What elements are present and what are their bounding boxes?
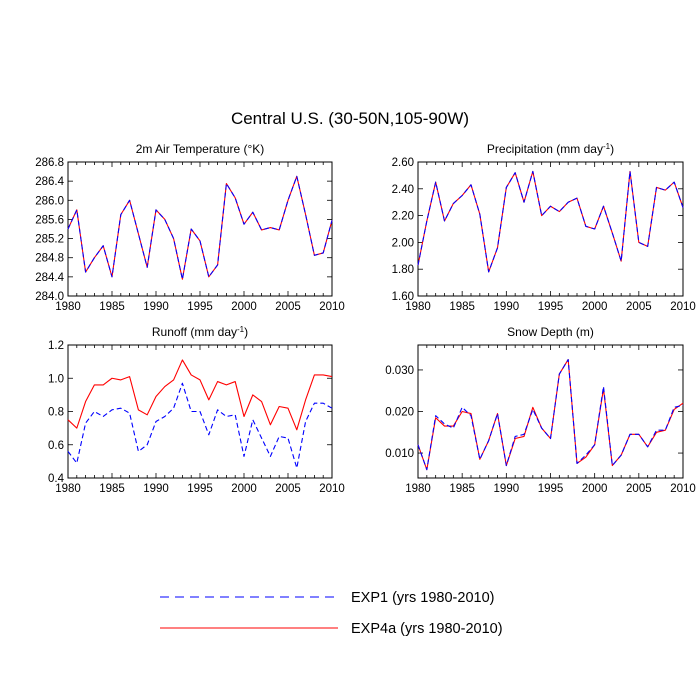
y-tick-label: 0.020 — [385, 407, 414, 419]
series-line-exp4a — [417, 358, 684, 471]
y-tick-label: 1.60 — [392, 291, 414, 303]
x-tick-label: 2010 — [670, 483, 696, 495]
y-tick-label: 2.60 — [392, 157, 414, 169]
y-tick-label: 284.4 — [35, 272, 64, 284]
y-tick-label: 0.6 — [48, 440, 64, 452]
y-tick-label: 2.20 — [392, 211, 414, 223]
x-tick-label: 1980 — [55, 483, 81, 495]
x-tick-label: 1995 — [538, 301, 564, 313]
x-tick-label: 2000 — [231, 483, 257, 495]
x-tick-label: 1990 — [494, 301, 520, 313]
y-tick-label: 285.2 — [35, 234, 64, 246]
series-line-exp4a — [67, 359, 333, 431]
x-tick-label: 1980 — [405, 301, 431, 313]
series-line-exp4a — [67, 175, 333, 280]
legend-label-2: EXP4a (yrs 1980-2010) — [351, 621, 503, 637]
panel-title: Runoff (mm day-1) — [152, 325, 248, 340]
x-tick-label: 2000 — [582, 483, 608, 495]
x-tick-label: 2010 — [319, 483, 345, 495]
x-tick-label: 1995 — [538, 483, 564, 495]
chart-panels: 2m Air Temperature (°K) 1980 1985 1990 1995 2… — [35, 142, 696, 496]
y-tick-label: 1.2 — [48, 340, 64, 352]
y-tick-label: 286.4 — [35, 176, 64, 188]
y-tick-label: 0.010 — [385, 448, 414, 460]
legend-label-1: EXP1 (yrs 1980-2010) — [351, 590, 494, 606]
y-tick-label: 284.0 — [35, 291, 64, 303]
x-tick-label: 2005 — [275, 301, 301, 313]
y-tick-label: 1.0 — [48, 373, 64, 385]
panel-title: 2m Air Temperature (°K) — [136, 142, 265, 156]
x-tick-label: 2005 — [626, 483, 652, 495]
chart-panel-1: 2m Air Temperature (°K) 1980 1985 1990 1995 2… — [35, 142, 345, 313]
x-tick-label: 2000 — [582, 301, 608, 313]
figure-title: Central U.S. (30-50N,105-90W) — [231, 109, 469, 128]
x-tick-label: 1985 — [99, 483, 125, 495]
x-tick-label: 1985 — [99, 301, 125, 313]
x-tick-label: 2000 — [231, 301, 257, 313]
y-tick-label: 284.8 — [35, 253, 64, 265]
series-line-exp1 — [417, 170, 684, 273]
series-line-exp4a — [417, 170, 684, 273]
chart-panel-2: Precipitation (mm day-1) 1980 1985 1990 1995… — [392, 142, 696, 314]
x-tick-label: 1990 — [494, 483, 520, 495]
chart-panel-3: Runoff (mm day-1) 1980 1985 1990 1995 2000 200… — [48, 325, 345, 496]
y-tick-label: 0.4 — [48, 473, 65, 485]
plot-frame — [417, 344, 684, 479]
x-tick-label: 2010 — [670, 301, 696, 313]
plot-frame — [417, 161, 684, 297]
y-tick-label: 2.40 — [392, 184, 414, 196]
x-tick-label: 1990 — [143, 483, 169, 495]
x-tick-label: 1980 — [55, 301, 81, 313]
panel-title: Snow Depth (m) — [507, 325, 594, 339]
x-tick-label: 2005 — [275, 483, 301, 495]
y-tick-label: 285.6 — [35, 214, 64, 226]
plot-frame — [67, 161, 333, 297]
y-tick-label: 286.0 — [35, 195, 64, 207]
x-tick-label: 1995 — [187, 483, 213, 495]
series-line-exp1 — [67, 175, 333, 280]
x-tick-label: 2010 — [319, 301, 345, 313]
x-tick-label: 1980 — [405, 483, 431, 495]
chart-panel-4: Snow Depth (m) 1980 1985 1990 1995 2000 2005 20… — [385, 325, 696, 495]
y-tick-label: 0.8 — [48, 407, 64, 419]
series-line-exp1 — [67, 382, 333, 469]
x-tick-label: 1985 — [449, 301, 475, 313]
y-tick-label: 2.00 — [392, 237, 414, 249]
y-tick-label: 1.80 — [392, 264, 414, 276]
x-tick-label: 1985 — [449, 483, 475, 495]
x-tick-label: 1990 — [143, 301, 169, 313]
legend: EXP1 (yrs 1980-2010) EXP4a (yrs 1980-2010… — [160, 590, 503, 637]
panel-title: Precipitation (mm day-1) — [487, 142, 614, 157]
x-tick-label: 2005 — [626, 301, 652, 313]
y-tick-label: 0.030 — [385, 365, 414, 377]
x-tick-label: 1995 — [187, 301, 213, 313]
y-tick-label: 286.8 — [35, 157, 64, 169]
series-line-exp1 — [417, 358, 684, 471]
